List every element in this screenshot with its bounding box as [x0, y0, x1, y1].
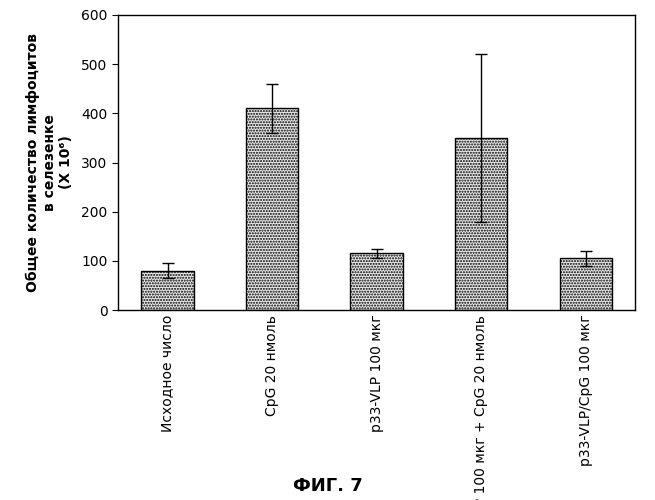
Text: ФИГ. 7: ФИГ. 7 [293, 477, 362, 495]
Bar [246, 108, 298, 310]
Bar [559, 258, 612, 310]
Bar [350, 254, 403, 310]
Y-axis label: Общее количество лимфоцитов
в селезенке
(Х 10⁶): Общее количество лимфоцитов в селезенке … [26, 33, 73, 292]
Bar [455, 138, 507, 310]
Bar [141, 270, 194, 310]
